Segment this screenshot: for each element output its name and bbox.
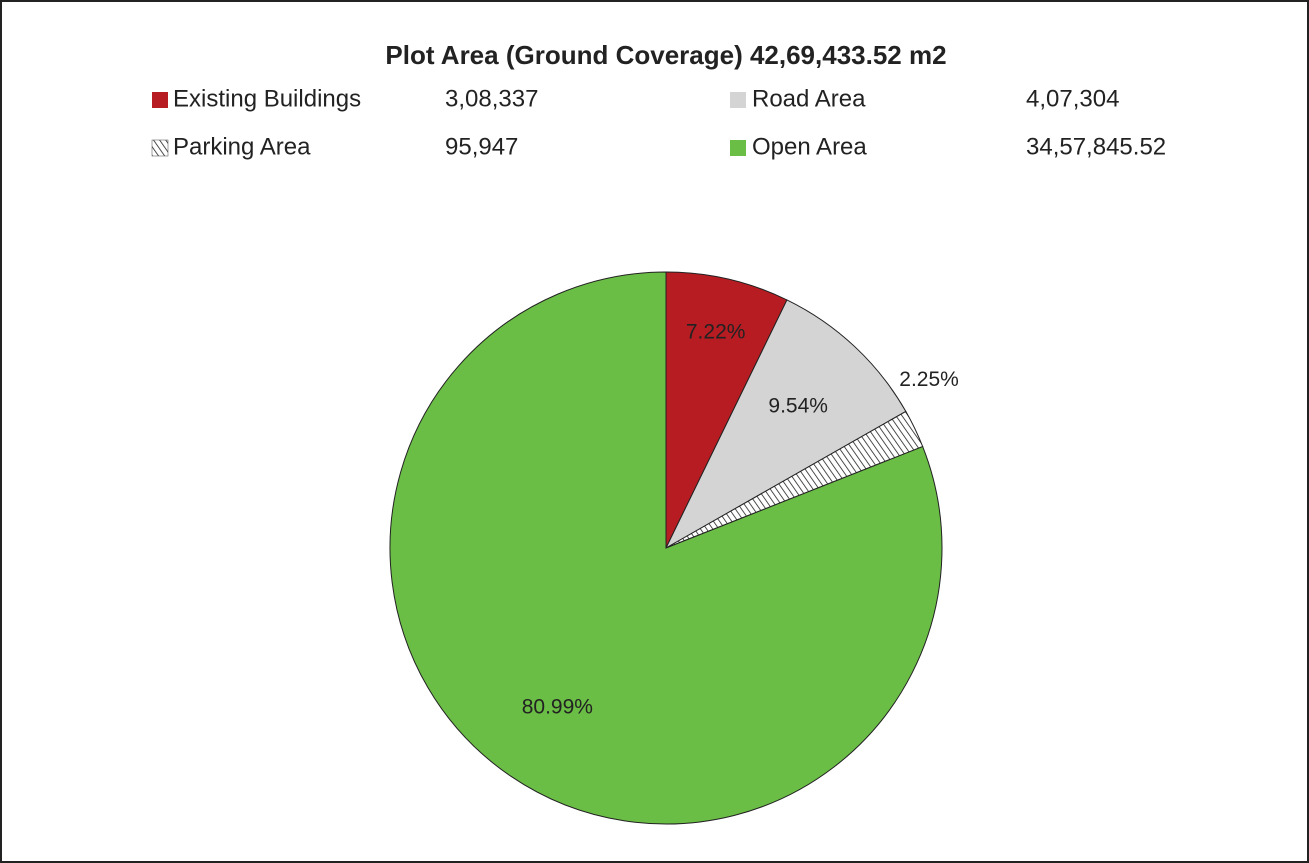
legend-marker [151,139,169,157]
legend-value: 4,07,304 [1026,85,1119,112]
pie-slice [665,271,788,549]
legend-label: Parking Area [173,133,311,160]
chart-title: Plot Area (Ground Coverage) 42,69,433.52… [385,40,946,70]
legend-label: Existing Buildings [173,85,361,112]
slice-label: 9.54% [768,395,828,418]
legend-value: 34,57,845.52 [1026,133,1166,160]
pie-slice [389,271,943,825]
legend-value: 3,08,337 [445,85,538,112]
legend-label: Road Area [752,85,866,112]
slice-label: 7.22% [686,320,746,343]
slice-label: 80.99% [522,695,593,718]
legend-marker [730,140,746,156]
legend-marker [152,92,168,108]
legend-marker [730,92,746,108]
slice-label: 2.25% [899,368,959,391]
pie-slice [664,299,907,550]
legend-label: Open Area [752,133,867,160]
legend-value: 95,947 [445,133,518,160]
